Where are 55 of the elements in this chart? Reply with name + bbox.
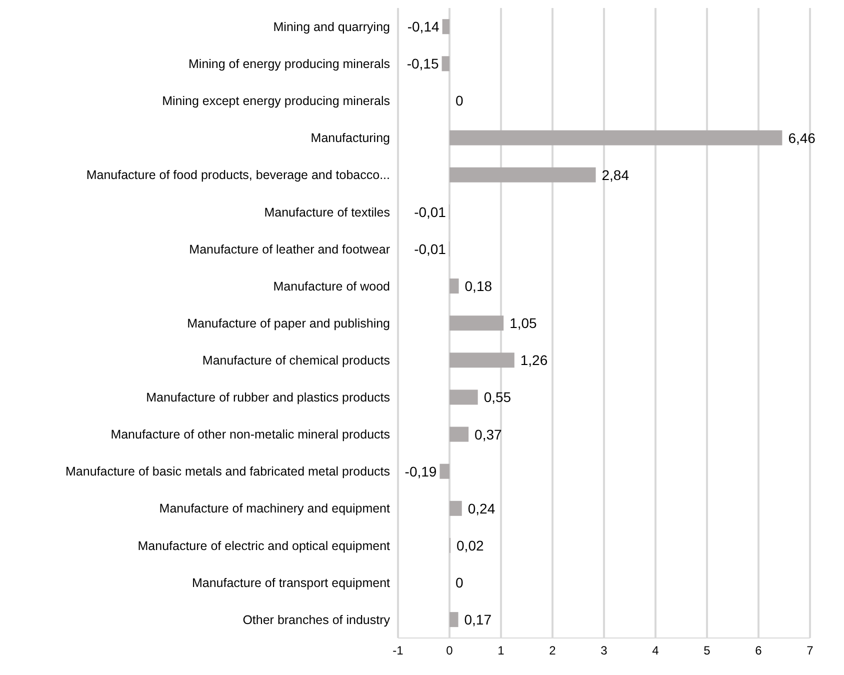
data-label: 0,37 <box>474 426 502 442</box>
data-label: 2,84 <box>602 166 630 183</box>
bar <box>450 167 596 182</box>
x-tick-label: 6 <box>755 644 762 658</box>
data-label: 0 <box>456 92 464 109</box>
x-tick-label: -1 <box>392 644 404 658</box>
y-tick-label: Manufacturing <box>310 131 390 146</box>
y-tick-label: Manufacture of rubber and plastics products <box>146 390 390 405</box>
data-label: 0,55 <box>484 389 512 406</box>
x-tick-label: 0 <box>446 644 454 658</box>
data-label: 0,24 <box>468 500 496 516</box>
bar <box>440 464 450 479</box>
bar <box>450 426 469 442</box>
data-label: -0,14 <box>407 18 440 35</box>
bar <box>450 316 504 331</box>
y-tick-label: Manufacture of paper and publishing <box>187 316 390 330</box>
y-tick-label: Manufacture of food products, beverage and tobacco... <box>86 168 390 182</box>
y-tick-label: Manufacture of chemical products <box>202 353 390 368</box>
bar <box>450 352 514 368</box>
y-tick-label: Manufacture of leather and footwear <box>189 242 390 256</box>
bar <box>450 130 782 146</box>
bar <box>442 19 450 34</box>
y-tick-label: Manufacture of other non-metalic mineral products <box>110 428 390 442</box>
y-tick-label: Mining except energy producing minerals <box>162 94 390 108</box>
y-tick-label: Manufacture of machinery and equipment <box>159 502 391 516</box>
x-tick-label: 1 <box>498 644 505 658</box>
x-tick-label: 5 <box>704 644 711 658</box>
y-tick-label: Manufacture of basic metals and fabricated metal products <box>66 464 390 479</box>
data-label: 0,17 <box>464 612 492 628</box>
x-tick-label: 4 <box>652 644 660 658</box>
bar <box>450 278 459 294</box>
y-tick-label: Manufacture of electric and optical equipment <box>138 538 391 553</box>
y-tick-label: Mining of energy producing minerals <box>188 57 390 72</box>
bar <box>450 500 462 516</box>
x-tick-label: 7 <box>806 644 814 658</box>
data-label: 0,18 <box>464 278 492 294</box>
data-label: -0,15 <box>406 56 439 72</box>
x-tick-label: 3 <box>600 644 608 658</box>
data-label: 0,02 <box>456 537 484 554</box>
x-tick-label: 2 <box>549 644 556 658</box>
data-label: -0,01 <box>414 240 446 257</box>
data-label: 0 <box>456 574 464 590</box>
data-label: -0,01 <box>414 204 446 220</box>
y-tick-label: Manufacture of transport equipment <box>192 576 391 590</box>
data-label: 1,26 <box>520 352 548 368</box>
bar <box>450 390 478 405</box>
y-tick-label: Manufacture of wood <box>273 279 390 294</box>
bar <box>442 56 450 72</box>
data-label: -0,19 <box>404 463 437 480</box>
y-tick-label: Other branches of industry <box>242 612 391 627</box>
data-label: 6,46 <box>788 130 816 146</box>
data-label: 1,05 <box>510 315 538 332</box>
bar <box>450 612 458 628</box>
y-tick-label: Mining and quarrying <box>273 20 390 34</box>
y-tick-label: Manufacture of textiles <box>264 205 390 220</box>
